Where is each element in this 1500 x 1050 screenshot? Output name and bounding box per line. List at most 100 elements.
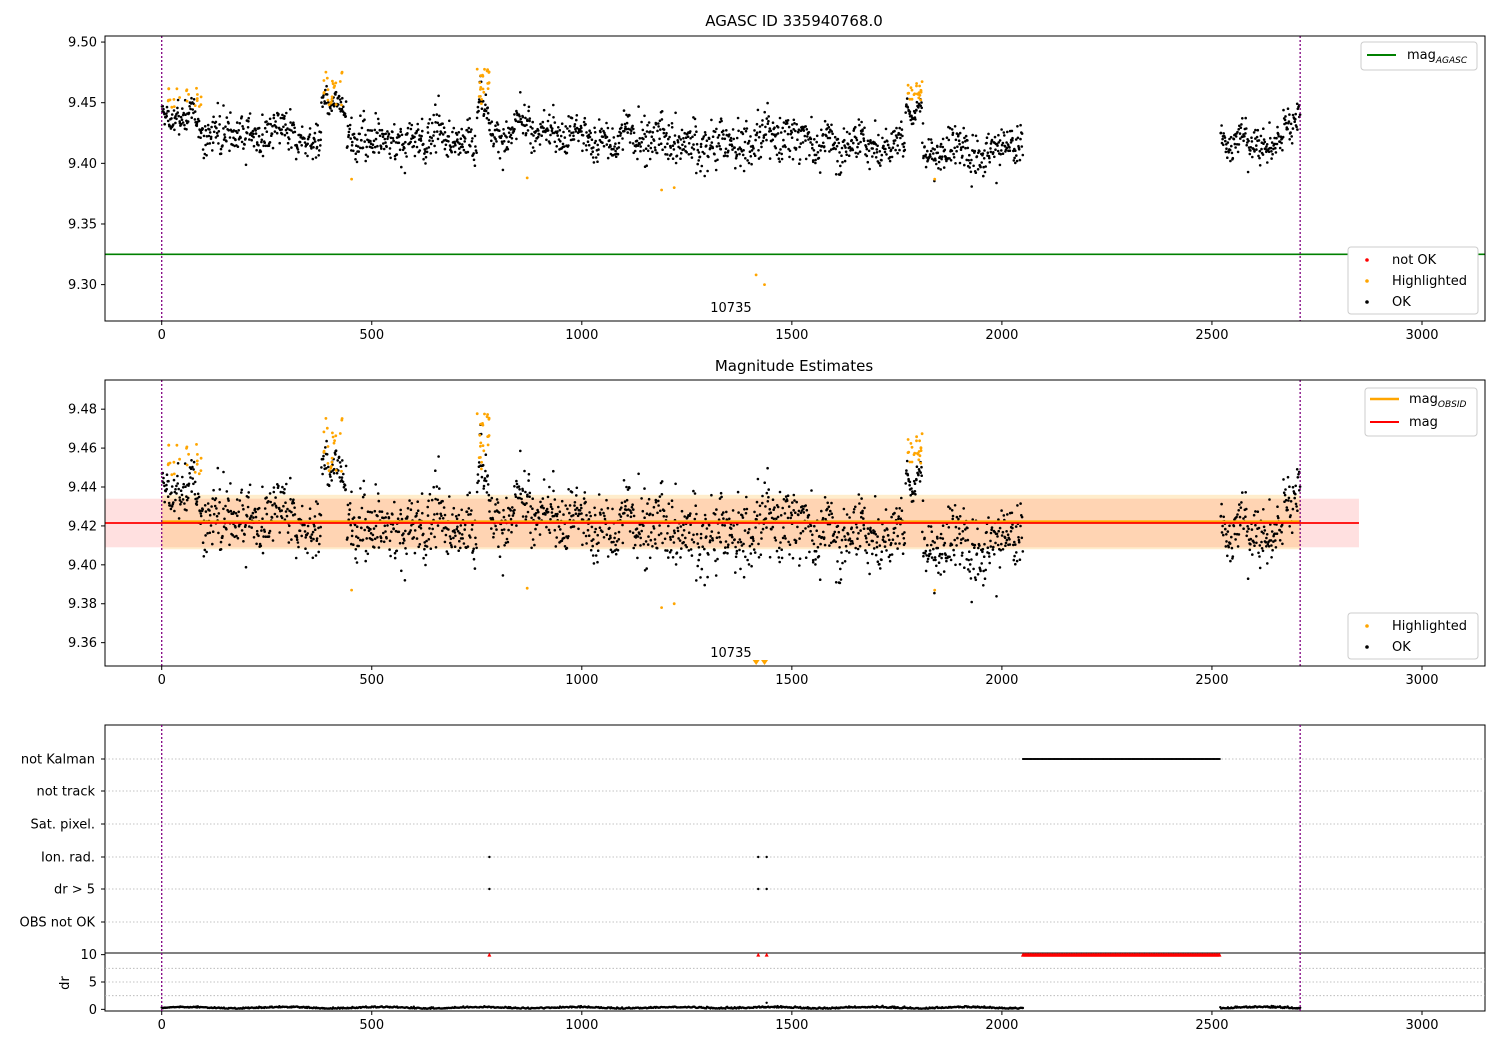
ok-point bbox=[463, 137, 467, 140]
ok-point bbox=[792, 509, 795, 512]
ok-point bbox=[185, 495, 188, 498]
ok-point bbox=[980, 161, 983, 164]
ok-point bbox=[689, 152, 693, 155]
ok-point bbox=[246, 505, 250, 509]
ok-point bbox=[821, 133, 825, 136]
ok-point bbox=[362, 479, 366, 483]
ok-point bbox=[406, 126, 410, 130]
ok-point bbox=[975, 552, 979, 555]
ok-point bbox=[733, 538, 736, 541]
ok-point bbox=[735, 136, 739, 140]
ok-point bbox=[758, 125, 762, 128]
ok-point bbox=[463, 528, 467, 531]
ok-point bbox=[964, 528, 967, 531]
ok-point bbox=[820, 535, 824, 539]
ok-point bbox=[325, 93, 329, 96]
ok-point bbox=[639, 149, 642, 153]
ok-point bbox=[847, 154, 851, 157]
ok-point bbox=[243, 533, 246, 536]
ok-point bbox=[908, 112, 911, 115]
ok-point bbox=[244, 523, 247, 527]
ok-point bbox=[1275, 136, 1278, 140]
ok-point bbox=[801, 505, 804, 508]
ok-point bbox=[422, 556, 425, 560]
ok-point bbox=[691, 135, 694, 139]
ok-point bbox=[429, 152, 433, 155]
ok-point bbox=[753, 154, 757, 157]
ok-point bbox=[228, 136, 232, 139]
ok-point bbox=[844, 150, 848, 153]
ok-point bbox=[454, 534, 457, 538]
ok-point bbox=[827, 513, 831, 517]
ok-point bbox=[621, 148, 625, 151]
ok-point bbox=[925, 156, 928, 159]
ok-point bbox=[974, 578, 978, 582]
ok-point bbox=[1229, 559, 1232, 563]
legend-bottom[interactable]: Highlighted OK bbox=[1347, 612, 1479, 660]
legend-top[interactable]: magAGASC bbox=[1360, 41, 1478, 71]
flag-marker bbox=[765, 855, 768, 859]
ok-point bbox=[597, 148, 600, 151]
ok-point bbox=[962, 126, 965, 130]
ok-point bbox=[926, 149, 929, 153]
ok-point bbox=[271, 124, 274, 128]
ok-point bbox=[330, 109, 334, 112]
ok-point bbox=[650, 135, 654, 138]
ok-point bbox=[269, 122, 273, 126]
highlighted-point bbox=[172, 105, 176, 108]
ok-point bbox=[187, 482, 191, 486]
ok-point bbox=[321, 105, 324, 108]
ok-point bbox=[860, 515, 863, 519]
ok-point bbox=[454, 143, 457, 147]
ok-point bbox=[404, 547, 407, 550]
legend-bottom[interactable]: not OK Highlighted OK bbox=[1347, 246, 1479, 315]
ok-point bbox=[1258, 544, 1262, 547]
ok-point bbox=[832, 532, 836, 536]
ok-point bbox=[684, 536, 687, 540]
ok-point bbox=[902, 145, 906, 149]
ok-point bbox=[1233, 142, 1237, 146]
ok-point bbox=[531, 146, 535, 149]
ok-point bbox=[921, 530, 924, 534]
ok-point bbox=[325, 453, 329, 456]
ok-point bbox=[580, 126, 583, 130]
ok-point bbox=[219, 540, 223, 544]
ok-point bbox=[605, 121, 608, 125]
ok-point bbox=[865, 540, 869, 544]
ok-point bbox=[589, 152, 593, 156]
ok-point bbox=[995, 595, 998, 598]
ok-point bbox=[1246, 170, 1250, 174]
highlighted-point bbox=[172, 98, 176, 101]
ok-point bbox=[875, 541, 879, 544]
ok-point bbox=[203, 504, 207, 507]
highlighted-point bbox=[331, 435, 335, 439]
highlighted-point bbox=[917, 458, 921, 462]
ok-point bbox=[1222, 132, 1225, 135]
legend-top[interactable]: magOBSID mag bbox=[1364, 387, 1478, 437]
ok-point bbox=[617, 530, 621, 534]
ok-point bbox=[208, 513, 212, 517]
ok-point bbox=[750, 162, 753, 166]
ok-point bbox=[568, 134, 572, 137]
ok-point bbox=[809, 141, 812, 144]
ok-point bbox=[662, 515, 666, 518]
highlighted-point bbox=[332, 86, 336, 89]
ok-point bbox=[896, 151, 899, 155]
ok-point bbox=[312, 146, 315, 149]
ok-point bbox=[901, 532, 904, 536]
ok-point bbox=[811, 561, 815, 564]
ok-point bbox=[280, 128, 284, 131]
ok-point bbox=[463, 140, 467, 143]
ok-point bbox=[840, 146, 844, 150]
ok-point bbox=[827, 130, 831, 134]
ok-point bbox=[746, 558, 749, 562]
ok-point bbox=[654, 148, 657, 152]
ok-point bbox=[652, 527, 656, 530]
ok-point bbox=[575, 506, 579, 510]
ok-point bbox=[197, 119, 201, 123]
ok-point bbox=[669, 146, 672, 149]
ok-point bbox=[402, 532, 405, 535]
ok-point bbox=[894, 542, 897, 545]
ok-point bbox=[181, 121, 185, 124]
ok-point bbox=[228, 149, 231, 153]
